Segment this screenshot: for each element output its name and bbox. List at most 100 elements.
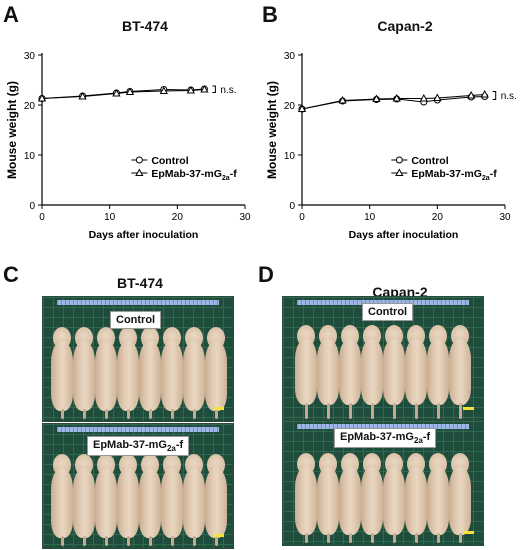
y-axis-label: Mouse weight (g) (5, 81, 19, 179)
significance-bracket (212, 85, 216, 93)
photo-label-treated-c: EpMab-37-mG2a-f (87, 436, 190, 457)
mouse-body (427, 467, 449, 535)
mouse-tail (415, 403, 418, 419)
scale-bar (213, 534, 224, 537)
x-tick-label: 0 (299, 212, 305, 223)
mouse-tail (459, 533, 462, 543)
x-tick-label: 20 (172, 212, 184, 223)
legend-entry: Control (411, 155, 448, 167)
mouse-tail (171, 536, 174, 546)
mouse-body (339, 339, 361, 405)
y-tick-label: 20 (284, 101, 296, 112)
mouse-body (361, 339, 383, 405)
significance-label: n.s. (220, 85, 236, 96)
data-point-triangle (480, 89, 489, 98)
chart-b: 0 10 20 30 0 10 20 30 Days after inoculation Mous… (265, 51, 517, 240)
mouse-tail (215, 536, 218, 546)
mouse-tail (349, 533, 352, 543)
data-point-triangle (78, 91, 87, 100)
mouse-tail (437, 403, 440, 419)
ruler (57, 427, 219, 432)
mouse-body (73, 468, 95, 538)
y-tick-label: 0 (29, 201, 35, 212)
series-line-1 (301, 93, 485, 110)
mouse-tail (193, 536, 196, 546)
legend-marker-triangle (135, 168, 144, 176)
scale-bar (463, 531, 474, 534)
data-point-triangle (186, 85, 196, 94)
mouse-tail (149, 409, 152, 419)
mouse-body (139, 341, 161, 411)
mouse-tail (349, 403, 352, 419)
photo-title-bt474: BT-474 (117, 275, 163, 291)
data-point-triangle (125, 87, 135, 95)
mouse-tail (371, 533, 374, 543)
mouse-body (405, 467, 427, 535)
scale-bar (213, 407, 224, 410)
mouse-tail (327, 403, 330, 419)
mouse-body (427, 339, 449, 405)
mouse-body (95, 468, 117, 538)
mouse-tail (83, 536, 86, 546)
mouse-body (117, 468, 139, 538)
data-point-triangle (419, 93, 428, 102)
data-point-triangle (433, 93, 442, 101)
data-point-triangle (200, 84, 209, 93)
ruler (297, 424, 469, 429)
scale-bar (463, 407, 474, 410)
x-axis-label: Days after inoculation (349, 229, 459, 240)
data-point-triangle (392, 93, 401, 102)
chart-title-bt474: BT-474 (122, 18, 168, 34)
mouse-tail (437, 533, 440, 543)
mouse-body (317, 339, 339, 405)
mouse-body (73, 341, 95, 411)
mouse-body (139, 468, 161, 538)
mouse-tail (393, 533, 396, 543)
mouse-body (183, 341, 205, 411)
mouse-tail (127, 409, 130, 419)
x-tick-label: 0 (39, 212, 45, 223)
mouse-tail (371, 403, 374, 419)
mouse-body (295, 339, 317, 405)
mouse-tail (127, 536, 130, 546)
y-tick-label: 30 (284, 51, 296, 62)
y-axis-label: Mouse weight (g) (265, 81, 279, 179)
data-point-triangle (467, 90, 476, 99)
mouse-body (117, 341, 139, 411)
x-tick-label: 20 (432, 212, 444, 223)
significance-label: n.s. (501, 91, 517, 102)
legend-entry: Control (151, 155, 188, 167)
chart-title-capan2: Capan-2 (377, 18, 433, 34)
mouse-body (295, 467, 317, 535)
mouse-body (51, 468, 73, 538)
photo-label-treated-d: EpMab-37-mG2a-f (334, 428, 437, 449)
mouse-body (51, 341, 73, 411)
mouse-body (339, 467, 361, 535)
mouse-tail (459, 403, 462, 419)
mouse-tail (327, 533, 330, 543)
mouse-tail (193, 409, 196, 419)
mouse-body (449, 467, 471, 535)
mouse-tail (215, 409, 218, 419)
mouse-body (383, 339, 405, 405)
mouse-tail (305, 403, 308, 419)
mouse-tail (105, 409, 108, 419)
data-point-triangle (37, 93, 47, 102)
data-point-triangle (372, 94, 381, 102)
mouse-body (161, 468, 183, 538)
legend-marker-circle (135, 156, 143, 164)
mouse-tail (61, 409, 64, 419)
x-tick-label: 30 (239, 212, 251, 223)
photo-bt474-control (42, 296, 234, 422)
x-tick-label: 10 (364, 212, 376, 223)
mouse-body (405, 339, 427, 405)
photo-label-control-c: Control (110, 311, 162, 329)
y-tick-label: 10 (284, 151, 296, 162)
photo-label-control-d: Control (362, 303, 414, 321)
mouse-body (183, 468, 205, 538)
mouse-tail (171, 409, 174, 419)
mouse-body (161, 341, 183, 411)
mouse-body (205, 341, 227, 411)
panel-letter-b: B (262, 2, 278, 27)
x-tick-label: 30 (499, 212, 511, 223)
